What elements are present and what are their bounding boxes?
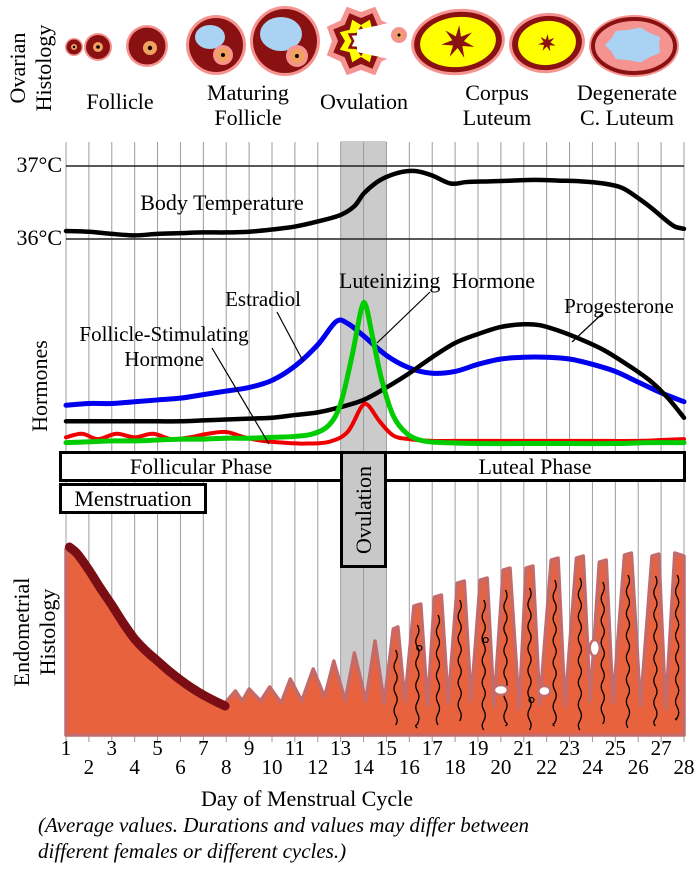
degenerate-corpus-luteum-icon [589, 15, 679, 77]
day-tick-label: 11 [284, 736, 305, 760]
x-axis-title: Day of Menstrual Cycle [201, 786, 413, 811]
estradiol-pointer-line [276, 311, 304, 362]
temp-tick-37c: 37°C [16, 152, 62, 177]
day-tick-label: 2 [83, 755, 95, 779]
day-tick-label: 5 [152, 736, 163, 760]
day-tick-label: 14 [353, 755, 375, 779]
follicular-phase-label: Follicular Phase [129, 453, 273, 479]
maturing-follicle-icon [250, 6, 320, 76]
day-tick-label: 25 [604, 736, 626, 760]
luteinizing-hormone-curve [63, 299, 687, 447]
progesterone-label: Progesterone [564, 294, 674, 318]
stage-label-ovulation: Ovulation [320, 89, 408, 114]
stage-label-degenerate-c-luteum: Degenerate C. Luteum [576, 80, 678, 130]
day-tick-label: 28 [673, 755, 695, 779]
endometrium-hole [492, 683, 510, 697]
corpus-luteum-icon [411, 8, 505, 76]
day-tick-label: 18 [444, 755, 466, 779]
luteinizing-hormone-label: Luteinizing Hormone [338, 268, 536, 293]
menstruation-box: Menstruation [59, 483, 207, 514]
fsh-pointer-line [211, 347, 270, 445]
fsh-label: Follicle-Stimulating Hormone [79, 322, 249, 371]
ovulation-phase-label: Ovulation [350, 465, 376, 554]
lh-pointer-line [376, 291, 431, 344]
caption-note: (Average values. Durations and values ma… [38, 813, 530, 863]
follicle-icon [65, 38, 83, 56]
day-tick-label: 19 [467, 736, 489, 760]
day-tick-label: 27 [650, 736, 672, 760]
stage-label-corpus-luteum: Corpus Luteum [462, 80, 532, 130]
follicle-icon [126, 25, 168, 67]
corpus-luteum-icon [509, 12, 585, 74]
endometrium-hole [537, 684, 552, 698]
ovulation-phase-box: Ovulation [340, 451, 387, 568]
day-tick-label: 12 [307, 755, 329, 779]
day-tick-label: 16 [398, 755, 420, 779]
progesterone-pointer-line [571, 312, 604, 343]
follicle-icon [84, 33, 112, 61]
estradiol-curve [63, 317, 687, 408]
body-temperature-curve [63, 168, 687, 238]
day-tick-label: 17 [421, 736, 443, 760]
luteal-phase-box: Luteal Phase [384, 451, 686, 482]
day-tick-label: 3 [106, 736, 118, 760]
temp-tick-36c: 36°C [16, 225, 62, 250]
day-tick-label: 4 [129, 755, 140, 779]
day-tick-label: 24 [581, 755, 603, 779]
day-tick-label: 1 [60, 736, 72, 760]
body-temperature-label: Body Temperature [140, 190, 304, 215]
stage-label-maturing-follicle: Maturing Follicle [207, 80, 289, 130]
day-tick-label: 23 [559, 736, 581, 760]
maturing-follicle-icon [186, 15, 246, 75]
follicular-phase-box: Follicular Phase [59, 451, 343, 482]
gland-squiggles [393, 574, 680, 731]
estradiol-label: Estradiol [225, 287, 301, 311]
day-tick-label: 20 [490, 755, 512, 779]
shedding-layer [64, 542, 230, 711]
day-tick-label: 8 [220, 755, 232, 779]
progesterone-curve [63, 321, 687, 424]
day-tick-label: 10 [261, 755, 283, 779]
ovarian-histology-axis-label: Ovarian Histology [5, 24, 56, 112]
day-tick-label: 7 [198, 736, 209, 760]
day-tick-label: 15 [375, 736, 397, 760]
menstruation-label: Menstruation [74, 485, 192, 511]
day-tick-label: 6 [175, 755, 186, 779]
follicle-stimulating-hormone-curve [64, 401, 686, 446]
ovarian-histology-icons [65, 6, 679, 77]
luteal-phase-label: Luteal Phase [478, 453, 592, 479]
day-tick-label: 13 [330, 736, 352, 760]
day-tick-label: 22 [536, 755, 558, 779]
hormones-axis-label: Hormones [27, 340, 52, 432]
day-tick-label: 9 [243, 736, 255, 760]
endometrium-hole [588, 638, 601, 658]
day-tick-label: 26 [627, 755, 649, 779]
endometrial-histology-axis-label: Endometrial Histology [9, 577, 60, 687]
ovulation-icon [326, 6, 407, 76]
stage-label-follicle: Follicle [86, 89, 154, 114]
day-tick-label: 21 [513, 736, 535, 760]
